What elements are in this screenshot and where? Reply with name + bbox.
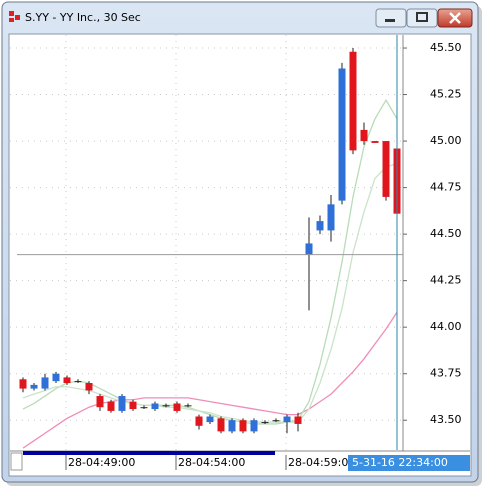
candle-body [283,416,291,423]
moving-average-line [22,311,398,449]
candle-body [382,141,390,197]
window-title: S.YY - YY Inc., 30 Sec [25,11,141,24]
candle-body [151,403,159,410]
y-tick-label: 44.75 [430,181,462,194]
candle-body [30,384,38,389]
scrollbar[interactable] [23,451,275,455]
crosshair-label-bg [348,455,470,471]
x-tick-label: 28-04:59:00 [288,456,355,469]
candle-body [371,141,379,143]
candle-body [360,129,368,142]
minimize-button[interactable] [375,8,407,28]
candle-body [129,401,137,410]
candle-body [305,243,313,255]
y-tick-label: 43.50 [430,413,462,426]
candle-body [261,422,269,424]
candle-body [206,416,214,423]
candle-body [140,407,148,409]
candle-body [96,396,104,408]
candle-body [162,405,170,407]
y-tick-label: 44.25 [430,274,462,287]
y-tick-label: 45.25 [430,88,462,101]
scroll-box[interactable] [10,452,23,471]
candle-body [217,418,225,432]
candle-body [19,379,27,389]
x-tick-label: 28-04:49:00 [68,456,135,469]
candle-body [349,51,357,151]
y-tick-label: 45.00 [430,134,462,147]
candle-body [63,377,71,384]
x-tick-label: 28-04:54:00 [178,456,245,469]
app-icon [9,11,20,22]
candle-body [173,403,181,411]
y-tick-label: 43.75 [430,367,462,380]
y-tick-label: 45.50 [430,41,462,54]
candle-body [41,377,49,389]
close-button[interactable] [437,8,473,28]
candle-body [52,373,60,382]
candle-body [250,420,258,432]
candle-body [294,416,302,424]
candle-body [107,401,115,411]
candle-body [228,420,236,432]
candle-body [272,420,280,422]
candle-body [85,383,93,391]
candle-body [118,396,126,411]
candle-body [316,221,324,231]
candle-body [239,420,247,432]
maximize-button[interactable] [406,8,438,28]
candle-body [338,68,346,201]
candle-body [327,204,335,231]
moving-average-line [22,98,398,425]
moving-average-line [22,162,398,423]
y-tick-label: 44.50 [430,227,462,240]
candle-body [74,381,82,383]
candle-body [184,405,192,407]
y-tick-label: 44.00 [430,320,462,333]
crosshair-label: 5-31-16 22:34:00 [352,456,448,469]
candle-body [195,416,203,426]
